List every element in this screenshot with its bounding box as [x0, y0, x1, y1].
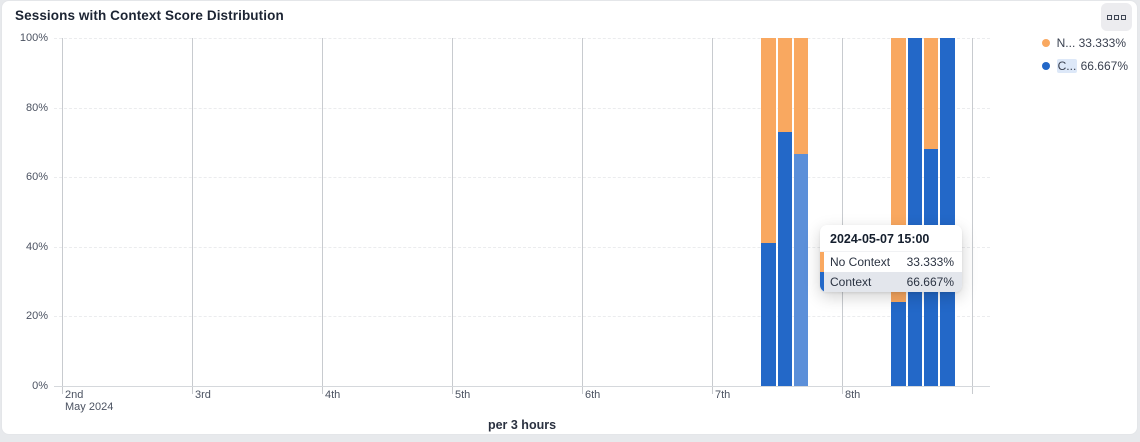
legend-dot-icon: [1041, 39, 1050, 47]
y-axis-tick-label: 40%: [25, 240, 48, 253]
stacked-bar-2024-05-07-12:00[interactable]: [777, 38, 793, 386]
chart-legend: N... 33.333% C... 66.667%: [1041, 36, 1128, 82]
y-gridline: [54, 38, 990, 39]
bar-segment-context: [761, 243, 776, 386]
chart-tooltip: 2024-05-07 15:00 No Context 33.333% Cont…: [820, 225, 962, 292]
y-axis-tick-label: 0%: [32, 380, 48, 392]
y-gridline: [54, 107, 990, 109]
x-axis-tick-label: 2nd: [65, 389, 84, 401]
tooltip-timestamp: 2024-05-07 15:00: [820, 225, 962, 252]
legend-text: N... 33.333%: [1057, 36, 1126, 50]
bar-segment-no-context: [777, 38, 793, 132]
x-gridline: [842, 38, 843, 394]
tooltip-accent-icon: [820, 272, 824, 292]
legend-value: 33.333%: [1078, 36, 1126, 50]
card-menu-button[interactable]: [1101, 3, 1132, 31]
menu-square-icon: [1107, 14, 1112, 20]
legend-label: N...: [1056, 36, 1076, 50]
y-axis-tick-label: 20%: [25, 310, 48, 323]
legend-text: C... 66.667%: [1056, 59, 1128, 73]
chart-title: Sessions with Context Score Distribution: [15, 8, 284, 23]
bar-segment-context: [907, 38, 923, 386]
y-axis-tick-label: 60%: [25, 171, 48, 184]
x-axis-tick-label: 6th: [585, 389, 601, 401]
y-gridline: [54, 177, 990, 179]
y-axis-tick-label: 80%: [25, 101, 48, 114]
stacked-bar-2024-05-08-15:00[interactable]: [923, 38, 939, 386]
bar-segment-no-context: [793, 38, 809, 154]
tooltip-value: 66.667%: [906, 275, 954, 289]
x-gridline: [62, 38, 63, 394]
bar-segment-context: [793, 154, 809, 386]
tooltip-row-context: Context 66.667%: [820, 272, 962, 292]
x-axis-tick-label: 7th: [715, 389, 731, 401]
x-axis-tick-label: 5th: [455, 389, 471, 401]
bar-segment-context: [891, 302, 906, 386]
menu-square-icon: [1114, 14, 1119, 20]
legend-value: 66.667%: [1080, 59, 1128, 73]
legend-item-context[interactable]: C... 66.667%: [1041, 59, 1128, 73]
x-gridline: [322, 38, 323, 394]
x-axis-title: per 3 hours: [487, 418, 557, 432]
y-gridline: [54, 316, 990, 318]
tooltip-accent-icon: [820, 252, 824, 272]
bar-segment-no-context: [761, 38, 776, 244]
stacked-bar-2024-05-08-09:00[interactable]: [891, 38, 906, 386]
x-gridline: [452, 38, 453, 394]
x-gridline: [582, 38, 583, 394]
tooltip-label: Context: [830, 275, 872, 289]
x-axis-tick-label: 8th: [845, 389, 861, 401]
legend-dot-icon: [1041, 62, 1050, 70]
x-axis-tick-label: 3rd: [195, 389, 211, 401]
stacked-bar-2024-05-07-09:00[interactable]: [761, 38, 776, 386]
tooltip-label: No Context: [830, 255, 891, 269]
x-gridline: [192, 38, 193, 394]
tooltip-value: 33.333%: [906, 255, 954, 269]
tooltip-row-no-context: No Context 33.333%: [820, 252, 962, 272]
x-axis-tick-label: 4th: [325, 389, 341, 401]
stacked-bar-2024-05-08-18:00[interactable]: [940, 38, 955, 386]
x-axis-month-label: May 2024: [65, 401, 114, 413]
bar-segment-context: [777, 131, 793, 386]
legend-label: C...: [1056, 59, 1078, 73]
legend-item-no-context[interactable]: N... 33.333%: [1041, 36, 1128, 50]
bar-segment-no-context: [923, 38, 939, 150]
x-gridline: [712, 38, 713, 394]
x-gridline: [972, 38, 973, 394]
stacked-bar-2024-05-07-15:00[interactable]: [793, 38, 809, 386]
stacked-bar-2024-05-08-12:00[interactable]: [907, 38, 923, 386]
y-axis-tick-label: 100%: [19, 32, 48, 44]
y-gridline: [54, 246, 990, 248]
plot-area: [54, 38, 990, 394]
x-axis-line: [54, 386, 990, 387]
menu-square-icon: [1121, 14, 1126, 20]
bar-segment-context: [940, 38, 955, 386]
